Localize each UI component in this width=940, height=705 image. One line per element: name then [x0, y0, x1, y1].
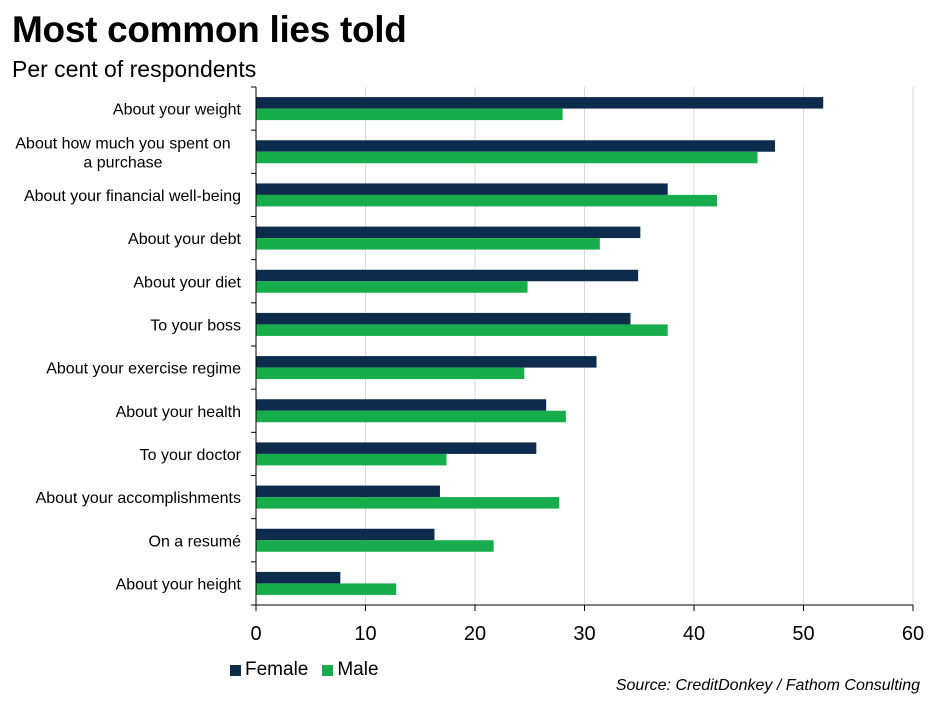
bar-male	[256, 281, 528, 293]
bar-male	[256, 194, 717, 207]
bar-female	[256, 485, 440, 498]
category-label: To your doctor	[140, 447, 242, 464]
bar-male	[256, 410, 566, 423]
bar-female	[256, 183, 668, 195]
bar-female	[256, 269, 639, 282]
category-label: On a resumé	[149, 533, 242, 550]
bar-male	[256, 453, 447, 466]
legend-item-female: Female	[230, 659, 308, 681]
bar-male	[256, 324, 668, 336]
bar-female	[256, 528, 435, 541]
category-labels: About your weight About how much you spen…	[15, 102, 241, 594]
chart-title: Most common lies told	[12, 9, 407, 50]
bar-male	[256, 151, 758, 164]
x-tick-label: 20	[464, 623, 486, 645]
category-label: About your financial well-being	[24, 188, 241, 205]
bar-male	[256, 238, 600, 250]
chart-subtitle: Per cent of respondents	[12, 56, 257, 82]
legend-label-female: Female	[245, 659, 309, 680]
bar-female	[256, 226, 641, 239]
bar-female	[256, 442, 537, 454]
legend-swatch-female	[230, 664, 241, 676]
category-label: About your debt	[128, 231, 242, 248]
category-label: About your accomplishments	[36, 490, 241, 507]
legend-item-male: Male	[322, 659, 379, 681]
category-label: About your health	[116, 404, 241, 421]
bar-female	[256, 356, 597, 368]
category-label: About your exercise regime	[46, 361, 241, 378]
legend-swatch-male	[322, 664, 334, 676]
legend: Female Male	[230, 659, 393, 681]
bar-male	[256, 583, 397, 595]
category-label: About how much you spent on a purchase	[15, 135, 230, 171]
bar-female	[256, 399, 547, 411]
x-tick-label: 10	[354, 623, 376, 645]
legend-label-male: Male	[337, 659, 379, 680]
category-label: About your weight	[113, 102, 242, 119]
bar-female	[256, 571, 341, 584]
x-tick-label: 0	[250, 623, 261, 645]
category-label: About your height	[116, 576, 242, 593]
bar-male	[256, 497, 560, 509]
bar-male	[256, 540, 494, 552]
bar-male	[256, 367, 525, 380]
x-tick-label: 50	[792, 623, 814, 645]
bar-male	[256, 108, 563, 121]
bar-female	[256, 97, 824, 109]
gridlines	[365, 87, 914, 605]
category-label: To your boss	[150, 317, 241, 334]
x-tick-label: 30	[573, 623, 595, 645]
x-tick-label: 60	[902, 623, 924, 645]
bar-female	[256, 312, 631, 325]
source-note: Source: CreditDonkey / Fathom Consulting	[615, 677, 920, 694]
axes: 0 10 20 30 40 50 60	[250, 86, 924, 645]
bar-female	[256, 140, 776, 152]
bars	[256, 97, 824, 595]
x-tick-label: 40	[683, 623, 705, 645]
category-label: About your diet	[133, 274, 241, 291]
